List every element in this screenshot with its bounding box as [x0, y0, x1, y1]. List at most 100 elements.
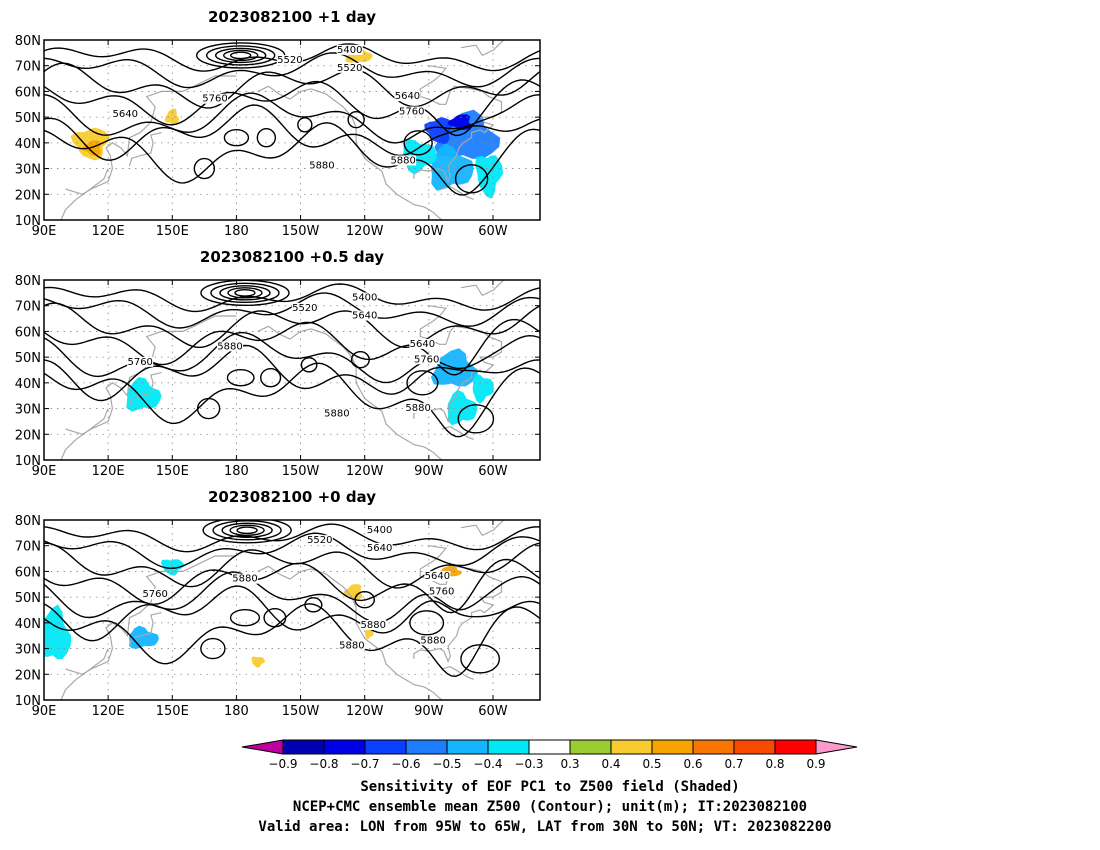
- coastline: [128, 612, 162, 647]
- x-tick-label: 120E: [92, 224, 125, 239]
- closed-contour: [354, 591, 375, 609]
- x-tick-label: 120W: [346, 224, 384, 239]
- contour-label: 5400: [352, 293, 377, 304]
- high-contour: [227, 287, 263, 299]
- z500-contour: [44, 331, 540, 384]
- contour-label-bg: [217, 341, 243, 352]
- contour-label-bg: [351, 310, 378, 321]
- coastline: [128, 132, 162, 167]
- contour-label-bg: [394, 91, 421, 102]
- closed-contour: [260, 368, 282, 388]
- y-tick-label: 70N: [15, 540, 41, 555]
- y-tick-label: 80N: [15, 274, 41, 289]
- closed-contour: [226, 369, 255, 387]
- contour-label-bg: [323, 408, 350, 419]
- colorbar-segment: [364, 739, 407, 755]
- contour-label: 5640: [113, 109, 138, 120]
- colorbar-label: 0.7: [724, 757, 743, 771]
- contour-label: 5880: [324, 408, 349, 419]
- colorbar-label: 0.6: [683, 757, 702, 771]
- x-tick-label: 150W: [282, 704, 320, 719]
- map-panels: 2023082100 +1 day 5400 5520 5520 5640 5640 576…: [15, 8, 541, 719]
- colorbar-segment: [405, 739, 448, 755]
- closed-contour: [406, 370, 439, 396]
- contour-label: 5520: [292, 303, 317, 314]
- contour-label-bg: [202, 93, 229, 104]
- map-panel-2: 2023082100 +0 day 5400 5520 5640 5640 5760 576…: [15, 488, 541, 719]
- shaded-area: [159, 337, 187, 360]
- contour-label-bg: [428, 586, 455, 597]
- high-contour: [229, 51, 252, 60]
- contour-label-bg: [231, 573, 258, 584]
- contour-label: 5640: [367, 543, 392, 554]
- contour-label-bg: [351, 292, 378, 303]
- colorbar-label: 0.3: [560, 757, 579, 771]
- contour-label: 5520: [277, 55, 302, 66]
- high-contour: [212, 520, 282, 541]
- contour-label: 5880: [361, 620, 386, 631]
- colorbar-segment: [815, 739, 858, 755]
- panel-title: 2023082100 +0.5 day: [200, 248, 384, 266]
- z500-contour: [44, 122, 540, 196]
- high-contour: [205, 45, 276, 66]
- y-tick-label: 40N: [15, 137, 41, 152]
- shaded-area: [362, 176, 388, 210]
- contour-label-bg: [336, 62, 363, 73]
- contour-label-bg: [409, 338, 436, 349]
- z500-contour: [44, 302, 540, 349]
- colorbar-segment: [282, 739, 325, 755]
- high-contour: [222, 49, 259, 62]
- closed-contour: [229, 609, 261, 627]
- coastline: [65, 315, 237, 435]
- shaded-area: [424, 117, 454, 144]
- closed-contour: [304, 597, 323, 613]
- y-tick-label: 40N: [15, 617, 41, 632]
- coastline: [460, 280, 505, 297]
- contour-label: 5880: [217, 341, 242, 352]
- contour-label: 5760: [142, 589, 167, 600]
- contour-label-bg: [366, 542, 393, 553]
- closed-contour: [347, 111, 365, 129]
- contour-label-bg: [366, 524, 393, 535]
- z500-contour: [44, 62, 540, 109]
- colorbar-label: −0.6: [391, 757, 420, 771]
- high-contour: [236, 526, 258, 535]
- coastline: [460, 520, 505, 537]
- shaded-area: [343, 584, 363, 600]
- colorbar-segment: [733, 739, 776, 755]
- shaded-area: [335, 372, 350, 394]
- y-tick-label: 20N: [15, 188, 41, 203]
- y-tick-label: 50N: [15, 351, 41, 366]
- z500-contour: [44, 558, 540, 614]
- panel-title: 2023082100 +0 day: [208, 488, 376, 506]
- colorbar-segment: [323, 739, 366, 755]
- contour-label: 5640: [395, 91, 420, 102]
- colorbar-segment: [651, 739, 694, 755]
- contour-label-bg: [338, 640, 365, 651]
- x-tick-label: 120W: [346, 464, 384, 479]
- colorbar-segment: [528, 739, 571, 755]
- shaded-area: [402, 138, 437, 175]
- shaded-area: [181, 373, 208, 404]
- y-tick-label: 50N: [15, 591, 41, 606]
- z500-contour: [44, 532, 540, 570]
- contour-label-bg: [276, 55, 303, 66]
- z500-contour: [44, 52, 540, 89]
- closed-contour: [196, 397, 221, 420]
- high-contour: [229, 524, 265, 536]
- coastline: [60, 648, 109, 700]
- shaded-area: [312, 180, 334, 199]
- coastline: [128, 372, 162, 407]
- contour-label-bg: [127, 356, 154, 367]
- colorbar-label: −0.4: [473, 757, 502, 771]
- shaded-area: [52, 576, 77, 593]
- x-tick-label: 120E: [92, 704, 125, 719]
- high-contour: [210, 282, 280, 304]
- high-contour: [214, 47, 267, 64]
- colorbar-segment: [692, 739, 735, 755]
- closed-contour: [223, 129, 250, 147]
- colorbar-label: 0.4: [601, 757, 620, 771]
- colorbar-segment: [569, 739, 612, 755]
- x-tick-label: 180: [224, 464, 249, 479]
- z500-contour: [44, 92, 540, 144]
